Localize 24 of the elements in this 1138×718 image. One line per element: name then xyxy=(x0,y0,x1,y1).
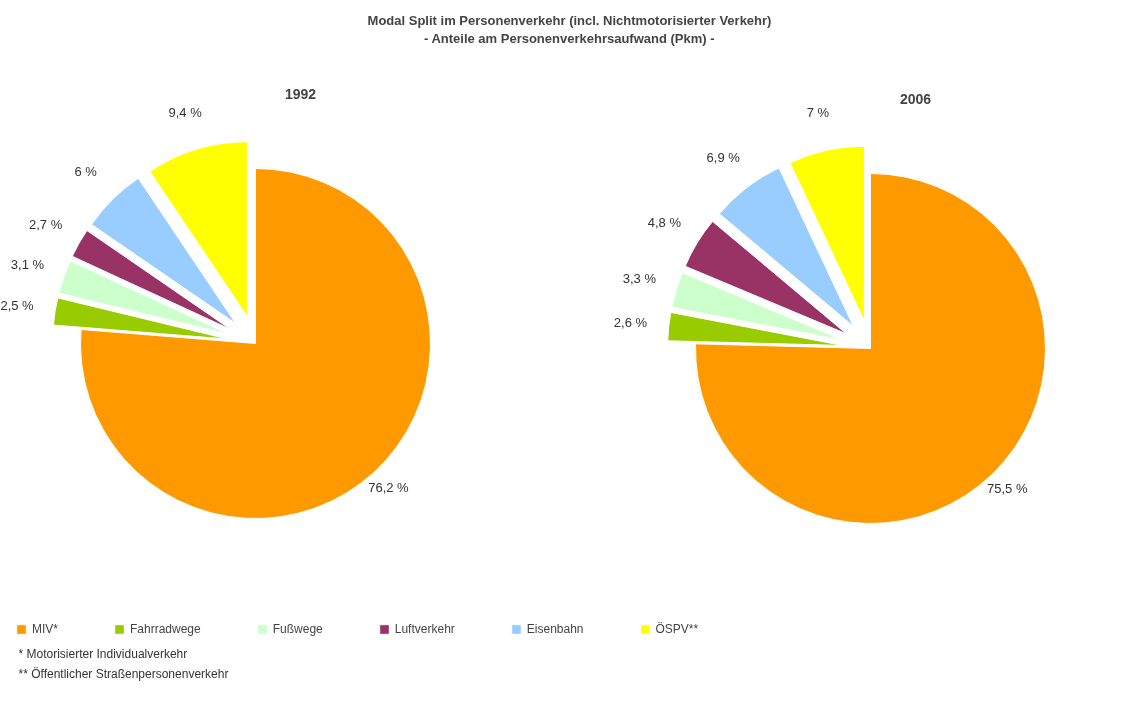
data-label: 2,6 % xyxy=(613,314,648,330)
data-label: 75,5 % xyxy=(987,481,1028,497)
data-label: 9,4 % xyxy=(168,104,203,120)
legend-label: Fußwege xyxy=(272,622,323,636)
data-label: 3,1 % xyxy=(10,256,45,272)
chart-title: 2006 xyxy=(899,90,932,107)
text: * Motorisierter Individualverkehr xyxy=(18,646,188,661)
data-label: 76,2 % xyxy=(368,480,410,496)
data-label: 2,5 % xyxy=(0,297,35,313)
legend-label: MIV* xyxy=(32,622,59,636)
data-label: 7 % xyxy=(806,105,830,121)
data-label: 6,9 % xyxy=(706,149,741,165)
text: ** Öffentlicher Straßenpersonenverkehr xyxy=(18,666,229,681)
chart-title: 1992 xyxy=(284,85,317,102)
data-label: 3,3 % xyxy=(622,271,657,287)
legend-label: Fahrradwege xyxy=(130,622,201,636)
legend-label: Luftverkehr xyxy=(394,622,455,636)
text: - Anteile am Personenverkehrsaufwand (Pkm) - xyxy=(423,31,715,46)
legend-label: ÖSPV** xyxy=(655,622,699,636)
legend-label: Eisenbahn xyxy=(526,622,584,636)
data-label: 4,8 % xyxy=(647,215,682,231)
data-label: 6 % xyxy=(74,164,98,180)
data-label: 2,7 % xyxy=(28,216,63,232)
text: Modal Split im Personenverkehr (incl. Nichtmotorisierter Verkehr) xyxy=(367,13,772,28)
